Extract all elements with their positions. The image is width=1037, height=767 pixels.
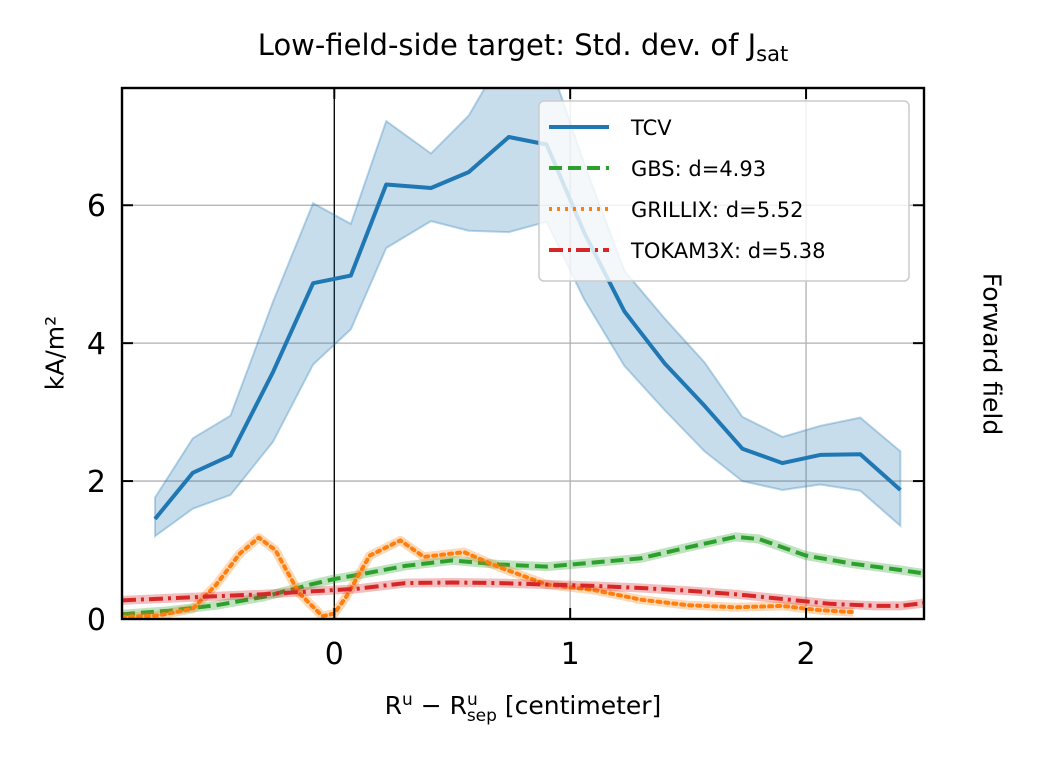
xlabel-sup1: u (402, 690, 413, 710)
series-band (154, 88, 902, 539)
xlabel-minus: − (412, 691, 450, 720)
chart-title-main: Low-field-side target: Std. dev. of J (257, 28, 757, 62)
xlabel-unit: [centimeter] (496, 691, 662, 720)
y-tick-label: 2 (87, 465, 106, 500)
series-line (122, 534, 924, 617)
x-tick-label: 0 (325, 637, 344, 672)
xlabel-sup2: u (467, 690, 478, 710)
xlabel-base1: R (384, 691, 403, 720)
series-line (122, 535, 856, 619)
series-line (153, 135, 902, 521)
y-axis-label: kA/m² (40, 315, 70, 391)
legend: TCV GBS: d=4.93 GRILLIX: d=5.52 TOKAM3X: d=… (538, 100, 910, 282)
legend-label: TOKAM3X: d=5.38 (630, 239, 825, 263)
series-layer (122, 88, 924, 619)
x-axis-label: Ru − Rusep [centimeter] (122, 690, 924, 726)
y-tick-label: 4 (87, 327, 106, 362)
xlabel-base2: R (449, 691, 468, 720)
legend-label: TCV (630, 116, 672, 140)
chart-title: Low-field-side target: Std. dev. of Jsat (122, 28, 924, 66)
legend-box (538, 100, 910, 282)
xlabel-sub2: sep (466, 706, 497, 726)
axis-ticks: 0 1 2 0 2 4 6 (87, 88, 924, 672)
side-label: Forward field (977, 272, 1007, 436)
y-tick-label: 0 (87, 603, 106, 638)
series-line (122, 580, 924, 608)
y-tick-label: 6 (87, 189, 106, 224)
plot-frame (120, 86, 926, 621)
x-tick-label: 1 (561, 637, 580, 672)
chart-title-subscript: sat (756, 42, 789, 66)
x-tick-label: 2 (797, 637, 816, 672)
legend-label: GBS: d=4.93 (631, 157, 766, 181)
legend-label: GRILLIX: d=5.52 (631, 198, 803, 222)
